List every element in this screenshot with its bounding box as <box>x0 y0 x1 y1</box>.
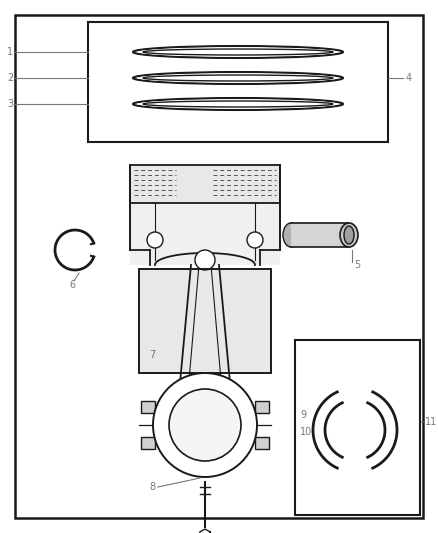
Text: 10: 10 <box>300 427 312 437</box>
Ellipse shape <box>283 223 299 247</box>
Text: 4: 4 <box>406 73 412 83</box>
Text: 5: 5 <box>354 260 360 270</box>
Bar <box>295 340 420 515</box>
Ellipse shape <box>147 232 163 248</box>
Bar <box>291 223 349 247</box>
Ellipse shape <box>138 100 338 109</box>
Ellipse shape <box>247 232 263 248</box>
Text: 11: 11 <box>425 417 437 427</box>
Bar <box>141 437 155 449</box>
Circle shape <box>153 373 257 477</box>
Ellipse shape <box>143 49 333 55</box>
Text: 7: 7 <box>149 350 155 360</box>
Ellipse shape <box>138 47 338 56</box>
Circle shape <box>169 389 241 461</box>
Ellipse shape <box>143 101 333 107</box>
Text: 9: 9 <box>300 410 306 420</box>
Bar <box>88 22 388 142</box>
Ellipse shape <box>340 223 358 247</box>
Bar <box>130 165 280 265</box>
Text: 8: 8 <box>149 482 155 492</box>
Bar <box>255 401 269 413</box>
Text: 6: 6 <box>69 280 75 290</box>
Ellipse shape <box>143 75 333 81</box>
Bar <box>139 269 271 373</box>
Bar <box>139 269 271 373</box>
Ellipse shape <box>344 226 354 244</box>
Text: 3: 3 <box>7 99 13 109</box>
Ellipse shape <box>138 74 338 83</box>
Bar <box>255 437 269 449</box>
Text: 1: 1 <box>7 47 13 57</box>
Text: 2: 2 <box>7 73 13 83</box>
Circle shape <box>195 250 215 270</box>
Bar <box>141 401 155 413</box>
Bar <box>130 165 280 203</box>
